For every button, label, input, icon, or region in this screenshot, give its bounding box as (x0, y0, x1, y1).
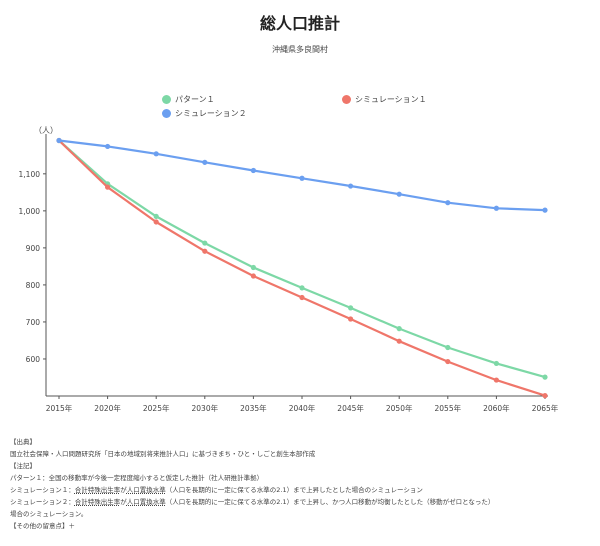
data-point (348, 316, 354, 322)
y-tick-label: 600 (26, 355, 41, 364)
data-point (396, 338, 402, 344)
legend-label: シミュレーション２ (175, 109, 247, 118)
legend-marker (162, 109, 171, 118)
notes-section: 【出典】 国立社会保障・人口問題研究所「日本の地域別将来推計人口」に基づきまち・… (10, 436, 590, 532)
data-point (299, 175, 305, 181)
y-tick-label: 800 (26, 281, 41, 290)
note-sim2-cont: 場合のシミュレーション。 (10, 510, 88, 518)
term-link-replacement[interactable]: 人口置換水準 (126, 486, 166, 494)
x-tick-label: 2055年 (435, 403, 462, 413)
x-tick-label: 2030年 (192, 403, 219, 413)
data-point (202, 159, 208, 165)
note-sim2-mid: が (120, 498, 127, 506)
legend-label: シミュレーション１ (355, 95, 427, 104)
data-point (299, 294, 305, 301)
data-point (299, 285, 305, 291)
note-sim2-rest: （人口を長期的に一定に保てる水準の2.1）まで上昇し、かつ人口移動が均衡したとし… (165, 498, 495, 506)
data-point (202, 240, 208, 246)
note-sim2: シミュレーション２：合計特殊出生率が人口置換水準（人口を長期的に一定に保てる水準… (10, 496, 590, 508)
x-tick-label: 2060年 (483, 403, 510, 413)
x-tick-label: 2020年 (94, 403, 121, 413)
legend-item-sim1[interactable]: シミュレーション１ (342, 94, 427, 105)
data-point (542, 374, 548, 380)
data-point (396, 326, 402, 332)
data-point (493, 205, 499, 211)
note-sim1-prefix: シミュレーション１： (10, 486, 75, 494)
data-point (348, 183, 354, 189)
y-tick-label: 1,000 (19, 207, 41, 216)
source-heading: 【出典】 (10, 438, 36, 446)
legend-marker (342, 95, 351, 104)
data-point (445, 200, 451, 206)
data-point (348, 305, 354, 311)
note-sim2-prefix: シミュレーション２： (10, 498, 75, 506)
data-point (56, 137, 62, 144)
note-sim1-mid: が (120, 486, 127, 494)
data-point (445, 344, 451, 351)
data-point (202, 248, 208, 254)
y-tick-label: 700 (26, 318, 41, 327)
y-tick-label: 900 (26, 244, 41, 253)
legend-marker (162, 95, 171, 104)
x-tick-label: 2040年 (289, 403, 316, 413)
data-point (445, 358, 451, 365)
data-point (493, 360, 499, 367)
term-link-fertility[interactable]: 合計特殊出生率 (74, 498, 121, 506)
data-point (493, 377, 499, 383)
legend-item-sim2[interactable]: シミュレーション２ (162, 108, 247, 119)
note-pattern1: パターン１：全国の移動率が今後一定程度縮小すると仮定した推計（社人研推計準拠） (10, 474, 264, 482)
data-point (250, 264, 256, 271)
data-point (105, 143, 111, 150)
data-point (105, 184, 111, 190)
data-point (153, 213, 159, 220)
term-link-replacement[interactable]: 人口置換水準 (126, 498, 166, 506)
y-tick-label: 1,100 (19, 170, 41, 179)
chart-subtitle: 沖縄県多良間村 (272, 45, 328, 54)
line-chart: （人） 600 700 800 900 1,000 1,100 2015年 2020年 2025年… (19, 126, 559, 413)
legend-label: パターン１ (175, 95, 215, 104)
x-tick-label: 2065年 (532, 403, 559, 413)
x-tick-label: 2045年 (337, 403, 364, 413)
x-tick-label: 2015年 (46, 403, 73, 413)
x-tick-label: 2050年 (386, 403, 413, 413)
legend-item-pattern1[interactable]: パターン１ (162, 94, 215, 105)
more-notes-toggle[interactable]: 【その他の留意点】＋ (10, 522, 75, 530)
x-tick-label: 2025年 (143, 403, 170, 413)
x-tick-label: 2035年 (240, 403, 267, 413)
data-point (153, 219, 159, 225)
term-link-fertility[interactable]: 合計特殊出生率 (74, 486, 121, 494)
data-point (250, 167, 256, 174)
data-point (542, 207, 548, 213)
note-sim1-rest: （人口を長期的に一定に保てる水準の2.1）まで上昇したとした場合のシミュレーショ… (165, 486, 423, 494)
y-axis-label: （人） (34, 126, 58, 135)
data-point (250, 273, 256, 279)
data-point (153, 151, 159, 157)
notes-heading: 【注記】 (10, 462, 36, 470)
note-sim1: シミュレーション１：合計特殊出生率が人口置換水準（人口を長期的に一定に保てる水準… (10, 484, 590, 496)
data-point (542, 393, 548, 399)
source-text: 国立社会保障・人口問題研究所「日本の地域別将来推計人口」に基づきまち・ひと・しご… (10, 450, 316, 458)
data-point (396, 191, 402, 197)
chart-title: 総人口推計 (259, 14, 340, 33)
